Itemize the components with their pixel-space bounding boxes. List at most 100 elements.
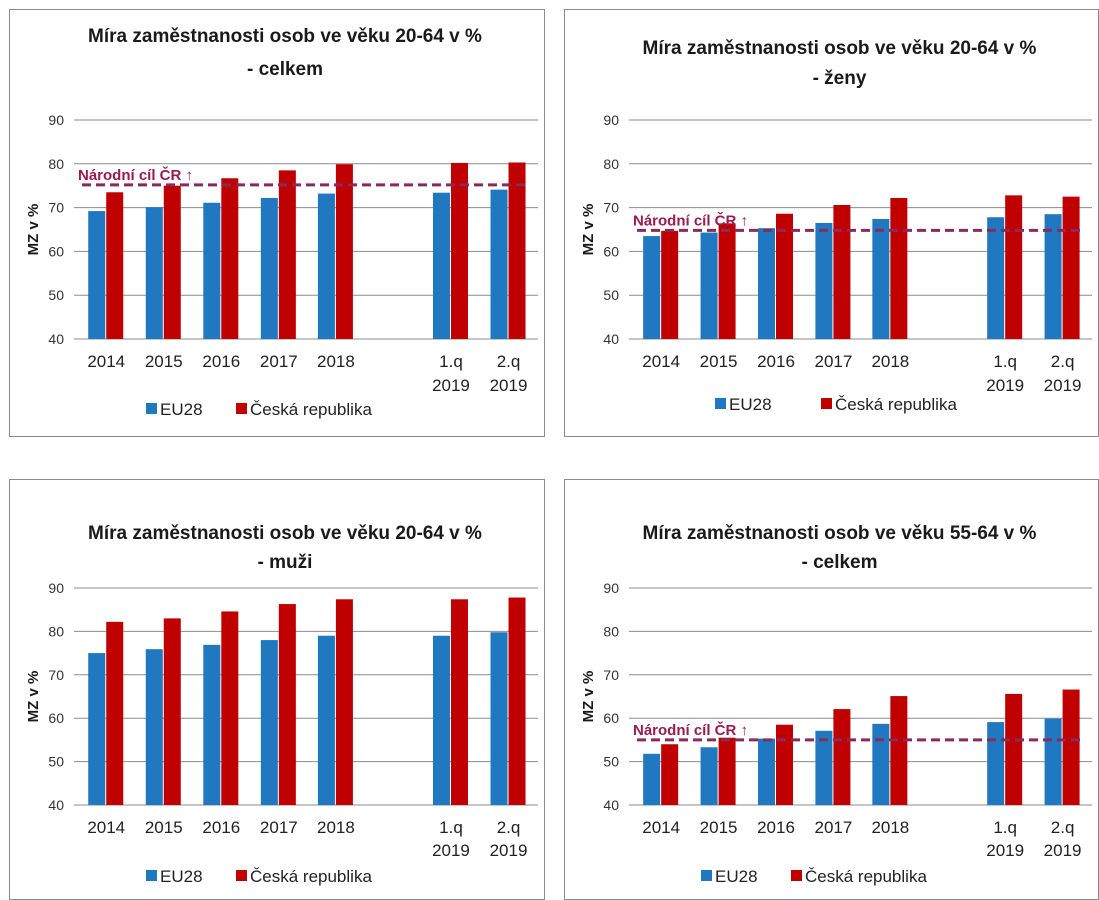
x-tick-label: 2015 [700,818,738,837]
bar-eu28 [260,197,278,339]
y-tick-label: 70 [48,200,64,216]
y-tick-label: 40 [48,331,64,347]
x-tick-label: 2014 [642,818,680,837]
bar-eu28 [317,193,335,339]
x-tick-label: 2018 [317,818,355,837]
legend-swatch-cz [236,870,247,881]
legend-label-eu28: EU28 [160,867,203,886]
bar-eu28 [203,202,221,339]
bar-eu28 [643,753,661,805]
chart-panel-total-55-64: Míra zaměstnanosti osob ve věku 55-64 v … [564,479,1099,900]
bar-eu28 [700,747,718,805]
bar-cz [508,162,526,339]
bar-cz [890,696,908,805]
bar-eu28 [987,217,1005,339]
x-tick-label: 2017 [814,352,852,371]
chart-panel-women-20-64: Míra zaměstnanosti osob ve věku 20-64 v … [564,9,1099,437]
y-axis-label: MZ v % [580,204,597,256]
x-tick-label: 2016 [757,352,795,371]
bar-cz [278,170,296,339]
bar-cz [718,737,736,805]
chart-title-line: - celkem [801,552,877,573]
bar-cz [833,204,851,339]
chart-title-line: Míra zaměstnanosti osob ve věku 20-64 v … [88,523,482,544]
chart-svg: Míra zaměstnanosti osob ve věku 20-64 v … [580,38,1092,414]
y-tick-label: 40 [603,331,619,347]
x-tick-label: 2019 [490,376,528,395]
y-tick-label: 50 [603,287,619,303]
y-tick-label: 70 [603,200,619,216]
bar-cz [508,597,526,805]
chart-title-line: Míra zaměstnanosti osob ve věku 55-64 v … [643,523,1037,544]
chart-svg: Míra zaměstnanosti osob ve věku 20-64 v … [25,26,538,419]
x-tick-label: 2014 [87,818,125,837]
national-target-label: Národní cíl ČR ↑ [633,211,748,229]
y-tick-label: 40 [603,797,619,813]
x-tick-label: 2018 [317,352,355,371]
national-target-label: Národní cíl ČR ↑ [633,721,748,739]
chart-svg: Míra zaměstnanosti osob ve věku 20-64 v … [25,523,538,886]
x-tick-label: 1.q [439,352,463,371]
legend-swatch-cz [821,398,832,409]
bar-cz [1062,689,1080,805]
legend-swatch-eu28 [146,403,157,414]
y-tick-label: 80 [48,623,64,639]
bar-cz [1005,195,1023,339]
x-tick-label: 2017 [260,818,298,837]
national-target-label: Národní cíl ČR ↑ [78,166,193,184]
bar-eu28 [700,232,718,339]
y-tick-label: 50 [48,754,64,770]
x-tick-label: 2014 [642,352,680,371]
x-tick-label: 2015 [700,352,738,371]
chart-title-line: Míra zaměstnanosti osob ve věku 20-64 v … [88,26,482,47]
x-tick-label: 2017 [260,352,298,371]
x-tick-label: 2.q [1051,352,1075,371]
y-tick-label: 90 [48,580,64,596]
legend-label-eu28: EU28 [729,395,772,414]
y-tick-label: 70 [603,667,619,683]
x-tick-label: 1.q [993,352,1017,371]
legend-label-cz: Česká republika [250,400,372,419]
bar-eu28 [490,189,508,339]
y-tick-label: 70 [48,667,64,683]
x-tick-label: 1.q [993,818,1017,837]
chart-title-line: Míra zaměstnanosti osob ve věku 20-64 v … [643,38,1037,59]
bar-eu28 [88,211,106,339]
bar-cz [775,724,793,805]
bar-eu28 [260,640,278,805]
bar-cz [335,599,353,805]
legend-label-eu28: EU28 [160,400,203,419]
bar-cz [221,178,239,339]
bar-cz [450,162,468,339]
bar-eu28 [1044,214,1062,339]
legend-label-eu28: EU28 [715,867,758,886]
bar-eu28 [1044,718,1062,805]
y-axis-label: MZ v % [580,671,597,723]
x-tick-label: 2015 [145,818,183,837]
bar-cz [890,197,908,339]
bar-eu28 [432,635,450,805]
bar-eu28 [145,649,163,805]
bar-eu28 [643,236,661,339]
bar-eu28 [757,738,775,805]
bar-cz [450,599,468,805]
chart-panel-total-20-64: Míra zaměstnanosti osob ve věku 20-64 v … [9,9,545,437]
x-tick-label: 2.q [1051,818,1075,837]
legend-swatch-eu28 [701,870,712,881]
y-tick-label: 40 [48,797,64,813]
bar-eu28 [757,228,775,339]
x-tick-label: 2017 [814,818,852,837]
y-tick-label: 60 [48,243,64,259]
y-tick-label: 90 [603,112,619,128]
chart-title-line: - muži [258,552,313,573]
x-tick-label: 2019 [1044,841,1082,860]
bar-cz [278,604,296,805]
x-tick-label: 2019 [986,376,1024,395]
bar-cz [106,192,124,339]
y-tick-label: 50 [603,754,619,770]
bar-eu28 [432,192,450,339]
bar-cz [163,185,181,339]
legend-label-cz: Česká republika [805,867,927,886]
x-tick-label: 1.q [439,818,463,837]
bar-eu28 [317,635,335,805]
